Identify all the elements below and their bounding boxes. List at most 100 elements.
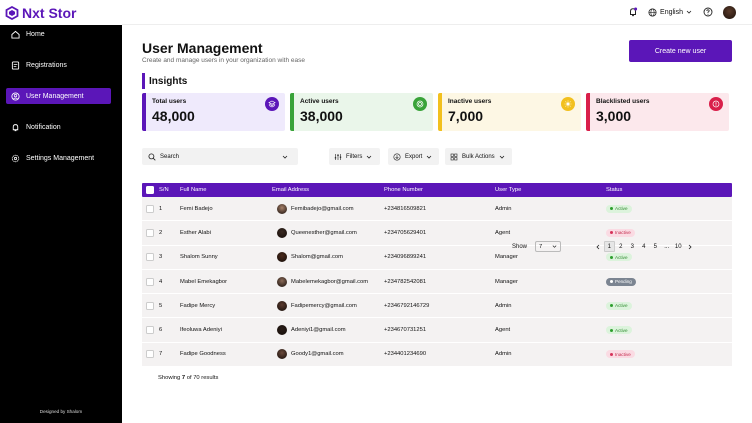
user-avatar[interactable] [723, 5, 736, 19]
layers-icon [265, 97, 279, 111]
row-checkbox[interactable] [146, 350, 154, 359]
insight-label: Active users [300, 98, 339, 105]
cell-status: Active [606, 204, 706, 213]
table-header: S/N Full Name Email Address Phone Number… [142, 183, 732, 197]
cell-status: Active [606, 326, 706, 335]
table-row[interactable]: 1 Femi Badejo Femibadejo@gmail.com +2348165… [142, 197, 732, 222]
page-size-select[interactable]: 7 [535, 241, 562, 252]
table-row[interactable]: 2 Esther Alabi Queenesther@gmail.com +23470… [142, 221, 732, 246]
cell-phone: +234096899241 [384, 254, 427, 261]
cell-full-name: Ifeoluwa Adeniyi [180, 327, 222, 334]
row-checkbox-cell [142, 326, 158, 335]
status-text: Active [615, 254, 628, 260]
cell-sn: 2 [159, 229, 163, 236]
designed-by: Designed by Shalom [39, 409, 83, 414]
grid-icon [450, 153, 458, 160]
insight-value: 48,000 [152, 108, 195, 124]
avatar [276, 276, 287, 287]
table-row[interactable]: 7 Fadipe Goodness Goody1@gmail.com +2344012… [142, 342, 732, 368]
cell-user-type: Manager [495, 278, 518, 285]
row-checkbox[interactable] [146, 301, 154, 310]
filters-button[interactable]: Filters [329, 148, 380, 165]
download-icon [393, 152, 401, 161]
select-all-checkbox[interactable] [146, 186, 154, 194]
sidebar-item-user-management[interactable]: User Management [6, 88, 111, 104]
page-button[interactable]: 1 [603, 241, 615, 252]
status-badge: Active [606, 253, 632, 262]
pagination: 1 2 3 4 5... 10 [592, 241, 696, 252]
sidebar-item-registrations[interactable]: Registrations [6, 57, 111, 73]
page-button[interactable]: 4 [642, 243, 646, 250]
avatar [276, 203, 287, 214]
page-button[interactable]: 2 [619, 243, 623, 250]
results-shown: 7 [181, 375, 186, 382]
user-circle-icon [11, 91, 20, 101]
page-button[interactable]: 10 [674, 243, 682, 250]
page-button[interactable]: 5 [653, 243, 657, 250]
status-dot [610, 328, 613, 332]
bell-icon [629, 7, 637, 17]
brand-logo[interactable]: Nxt Stor [0, 0, 122, 25]
insight-value: 3,000 [596, 108, 632, 124]
filter-sliders-icon [334, 153, 342, 160]
results-total: 70 [193, 375, 200, 382]
status-dot [610, 255, 613, 259]
cell-phone: +2348165098​21 [384, 205, 427, 212]
table-row[interactable]: 3 Shalom Sunny Shalom@gmail.com +2340968992… [142, 245, 732, 270]
next-page-button[interactable] [684, 241, 696, 252]
table-row[interactable]: 4 Mabel Emekagbor Mabelemekagbor@gmail.com… [142, 269, 732, 295]
avatar [276, 300, 287, 311]
search-input[interactable]: Search [142, 148, 298, 165]
cell-user-type: Admin [495, 302, 512, 309]
notification-bell-button[interactable] [627, 7, 638, 18]
bulk-actions-button[interactable]: Bulk Actions [445, 148, 512, 165]
status-text: Active [615, 206, 628, 212]
filters-label: Filters [346, 153, 363, 160]
sidebar-item-notification[interactable]: Notification [6, 119, 111, 135]
status-text: Active [615, 303, 628, 309]
cell-sn: 7 [159, 351, 163, 358]
insight-value: 7,000 [448, 108, 484, 124]
chevron-down-icon [686, 10, 692, 14]
cell-user-type: Manager [495, 254, 518, 261]
cell-status: Active [606, 301, 706, 310]
sidebar-item-home[interactable]: Home [6, 26, 111, 42]
cell-avatar [272, 325, 291, 336]
row-checkbox[interactable] [146, 277, 154, 286]
cell-avatar [272, 349, 291, 360]
table-row[interactable]: 5 Fadipe Mercy Fadipemercy@gmail.com +23467… [142, 294, 732, 319]
cell-avatar [272, 227, 291, 238]
create-new-user-button[interactable]: Create new user [629, 40, 732, 62]
row-checkbox[interactable] [146, 204, 154, 213]
cell-user-type: Admin [495, 351, 512, 358]
status-badge: Active [606, 326, 632, 335]
row-checkbox[interactable] [146, 253, 154, 262]
home-icon [11, 30, 20, 39]
row-checkbox[interactable] [146, 326, 154, 335]
prev-page-button[interactable] [592, 241, 604, 252]
brand-name: Nxt Stor [22, 4, 77, 21]
cell-status: Pending [606, 277, 706, 286]
page-button[interactable]: 3 [630, 243, 634, 250]
help-button[interactable] [702, 7, 713, 18]
row-checkbox-cell [142, 204, 158, 213]
export-button[interactable]: Export [388, 148, 439, 165]
sidebar-item-label: Registrations [26, 61, 67, 69]
cell-sn: 3 [159, 254, 163, 261]
insight-label: Blacklisted users [596, 98, 650, 105]
cell-email: Mabelemekagbor@gmail.com [291, 278, 369, 285]
language-selector[interactable]: English [648, 7, 692, 17]
cell-status: Active [606, 253, 706, 262]
cell-status: Inactive [606, 228, 706, 237]
cell-phone: +234670731251 [384, 327, 427, 334]
cell-status: Inactive [606, 350, 706, 359]
table-body: 1 Femi Badejo Femibadejo@gmail.com +2348165… [142, 197, 732, 368]
chevron-down-icon [282, 155, 288, 159]
status-badge: Active [606, 204, 632, 213]
row-checkbox-cell [142, 301, 158, 310]
table-row[interactable]: 6 Ifeoluwa Adeniyi Adeniyi1@gmail.com +2346… [142, 318, 732, 343]
sidebar-item-settings-management[interactable]: Settings Management [6, 150, 111, 166]
results-mid: of [186, 375, 192, 382]
row-checkbox[interactable] [146, 228, 154, 237]
header-full-name: Full Name [180, 187, 207, 193]
